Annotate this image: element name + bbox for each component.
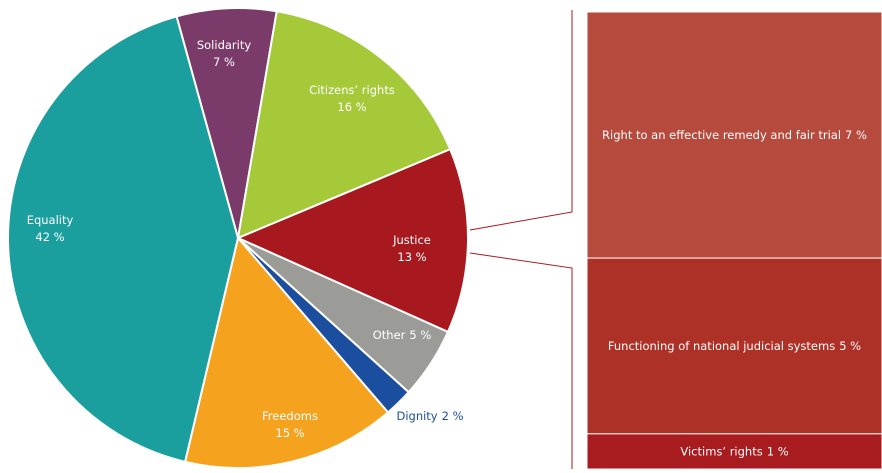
slice-name: Citizens’ rights <box>309 83 395 97</box>
slice-label: Citizens’ rights 16 % <box>309 83 395 114</box>
breakdown-name: Right to an effective remedy and fair tr… <box>602 128 841 142</box>
slice-label: Equality 42 % <box>27 213 74 244</box>
slice-value: 15 % <box>275 426 304 440</box>
breakdown-name: Victims’ rights <box>680 444 762 458</box>
connector-line <box>469 10 573 231</box>
breakdown-value: 7 % <box>845 128 867 142</box>
breakdown-bar <box>586 11 882 259</box>
slice-label: Dignity 2 % <box>396 409 463 423</box>
breakdown-label: Victims’ rights 1 % <box>680 444 788 458</box>
slice-label: Justice 13 % <box>392 233 431 264</box>
breakdown-bar <box>586 433 882 470</box>
slice-value: 7 % <box>213 55 235 69</box>
slice-value: 16 % <box>337 100 366 114</box>
slice-name: Equality <box>27 213 74 227</box>
slice-name: Justice <box>392 233 431 247</box>
slice-value: 13 % <box>397 250 426 264</box>
slice-name: Dignity <box>396 409 437 423</box>
slice-name: Freedoms <box>262 409 318 423</box>
slice-name: Other <box>373 328 406 342</box>
breakdown-bar <box>586 257 882 435</box>
slice-label: Solidarity 7 % <box>197 38 252 69</box>
pie-slice <box>235 147 469 334</box>
slice-value: 42 % <box>35 230 64 244</box>
connector <box>469 10 573 469</box>
breakdown-value: 1 % <box>767 444 789 458</box>
slice-label: Freedoms 15 % <box>262 409 318 440</box>
slice-name: Solidarity <box>197 38 252 52</box>
breakdown-value: 5 % <box>839 338 861 352</box>
breakdown-label: Functioning of national judicial systems… <box>608 338 861 352</box>
slice-label: Other 5 % <box>373 328 432 342</box>
pie-slice <box>7 15 240 464</box>
breakdown-name: Functioning of national judicial systems <box>608 338 835 352</box>
pie-slice <box>175 7 278 239</box>
slice-value: 5 % <box>409 328 431 342</box>
pie-slice <box>236 10 452 240</box>
pie-slice <box>183 235 390 469</box>
breakdown-label: Right to an effective remedy and fair tr… <box>602 128 867 142</box>
connector-line <box>469 252 573 469</box>
slice-value: 2 % <box>442 409 464 423</box>
